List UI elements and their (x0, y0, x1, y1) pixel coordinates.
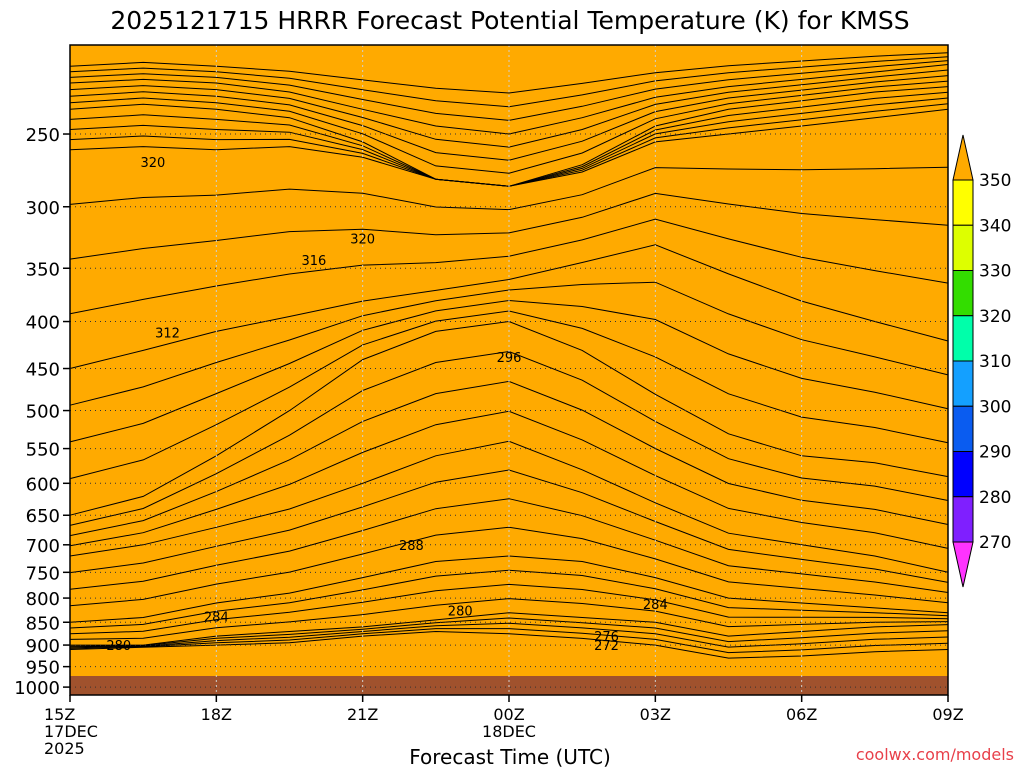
colorbar-label: 330 (979, 262, 1011, 282)
colorbar-label: 290 (979, 443, 1011, 463)
colorbar-bottom-arrow (952, 541, 974, 588)
y-tick-label: 800 (26, 589, 60, 610)
y-tick-label: 450 (26, 360, 60, 381)
y-tick-label: 1000 (14, 678, 60, 699)
contour-label: 316 (301, 254, 326, 269)
y-tick-label: 250 (26, 125, 60, 146)
contour-label: 320 (141, 156, 166, 171)
colorbar-label: 340 (979, 216, 1011, 236)
x-tick-label: 17DEC (44, 722, 98, 741)
x-tick-label: 00Z (493, 705, 524, 724)
colorbar-swatch (952, 315, 974, 362)
x-tick-label: 09Z (932, 705, 963, 724)
isoline (69, 69, 949, 148)
contour-label: 280 (106, 639, 131, 654)
colorbar-swatch (952, 360, 974, 407)
isoline (69, 583, 949, 635)
y-tick-label: 550 (26, 440, 60, 461)
colorbar-label: 320 (979, 307, 1011, 327)
x-tick-label: 06Z (786, 705, 817, 724)
contour-label: 280 (448, 604, 473, 619)
colorbar-label: 280 (979, 488, 1011, 508)
credit-text: coolwx.com/models (856, 745, 1014, 764)
y-tick-label: 650 (26, 506, 60, 527)
isoline (69, 628, 949, 654)
y-tick-label: 750 (26, 563, 60, 584)
isoline (69, 64, 949, 135)
y-tick-label: 700 (26, 536, 60, 557)
colorbar: 350 340 330 320 310 300 290 280 270 (952, 134, 1011, 588)
colorbar-label: 310 (979, 352, 1011, 372)
isoline (69, 526, 949, 607)
colorbar-swatch (952, 405, 974, 452)
colorbar-swatch (952, 451, 974, 498)
colorbar-swatch (952, 224, 974, 271)
y-tick-label: 850 (26, 613, 60, 634)
contour-label: 296 (497, 351, 522, 366)
chart-title: 2025121715 HRRR Forecast Potential Tempe… (110, 6, 909, 35)
colorbar-swatch (952, 270, 974, 317)
contour-label: 276 (594, 630, 619, 645)
contour-label: 272 (594, 639, 619, 654)
x-tick-label: 18DEC (482, 722, 536, 741)
x-axis-label: Forecast Time (UTC) (409, 745, 611, 768)
x-tick-label: 15Z (44, 705, 75, 724)
x-tick-label: 18Z (201, 705, 232, 724)
colorbar-label: 300 (979, 397, 1011, 417)
x-tick-label: 21Z (347, 705, 378, 724)
contour-label: 312 (155, 326, 180, 341)
x-tick-label: 03Z (640, 705, 671, 724)
contour-label: 284 (204, 611, 229, 626)
isoline (69, 598, 949, 640)
y-tick-label: 350 (26, 259, 60, 280)
y-tick-label: 500 (26, 402, 60, 423)
contour-label: 284 (643, 598, 668, 613)
colorbar-swatch (952, 179, 974, 226)
y-axis: 2503003504004505005506006507007508008509… (14, 125, 70, 699)
colorbar-swatch (952, 496, 974, 543)
y-tick-label: 950 (26, 658, 60, 679)
colorbar-label: 350 (979, 171, 1011, 191)
y-tick-label: 300 (26, 198, 60, 219)
contour-label: 288 (399, 539, 424, 554)
contour-label: 320 (350, 233, 375, 248)
isoline (69, 617, 949, 647)
y-tick-label: 600 (26, 474, 60, 495)
colorbar-label: 270 (979, 533, 1011, 553)
colorbar-top-arrow (952, 134, 974, 181)
y-tick-label: 400 (26, 313, 60, 334)
x-tick-label: 2025 (44, 739, 85, 758)
y-tick-label: 900 (26, 636, 60, 657)
